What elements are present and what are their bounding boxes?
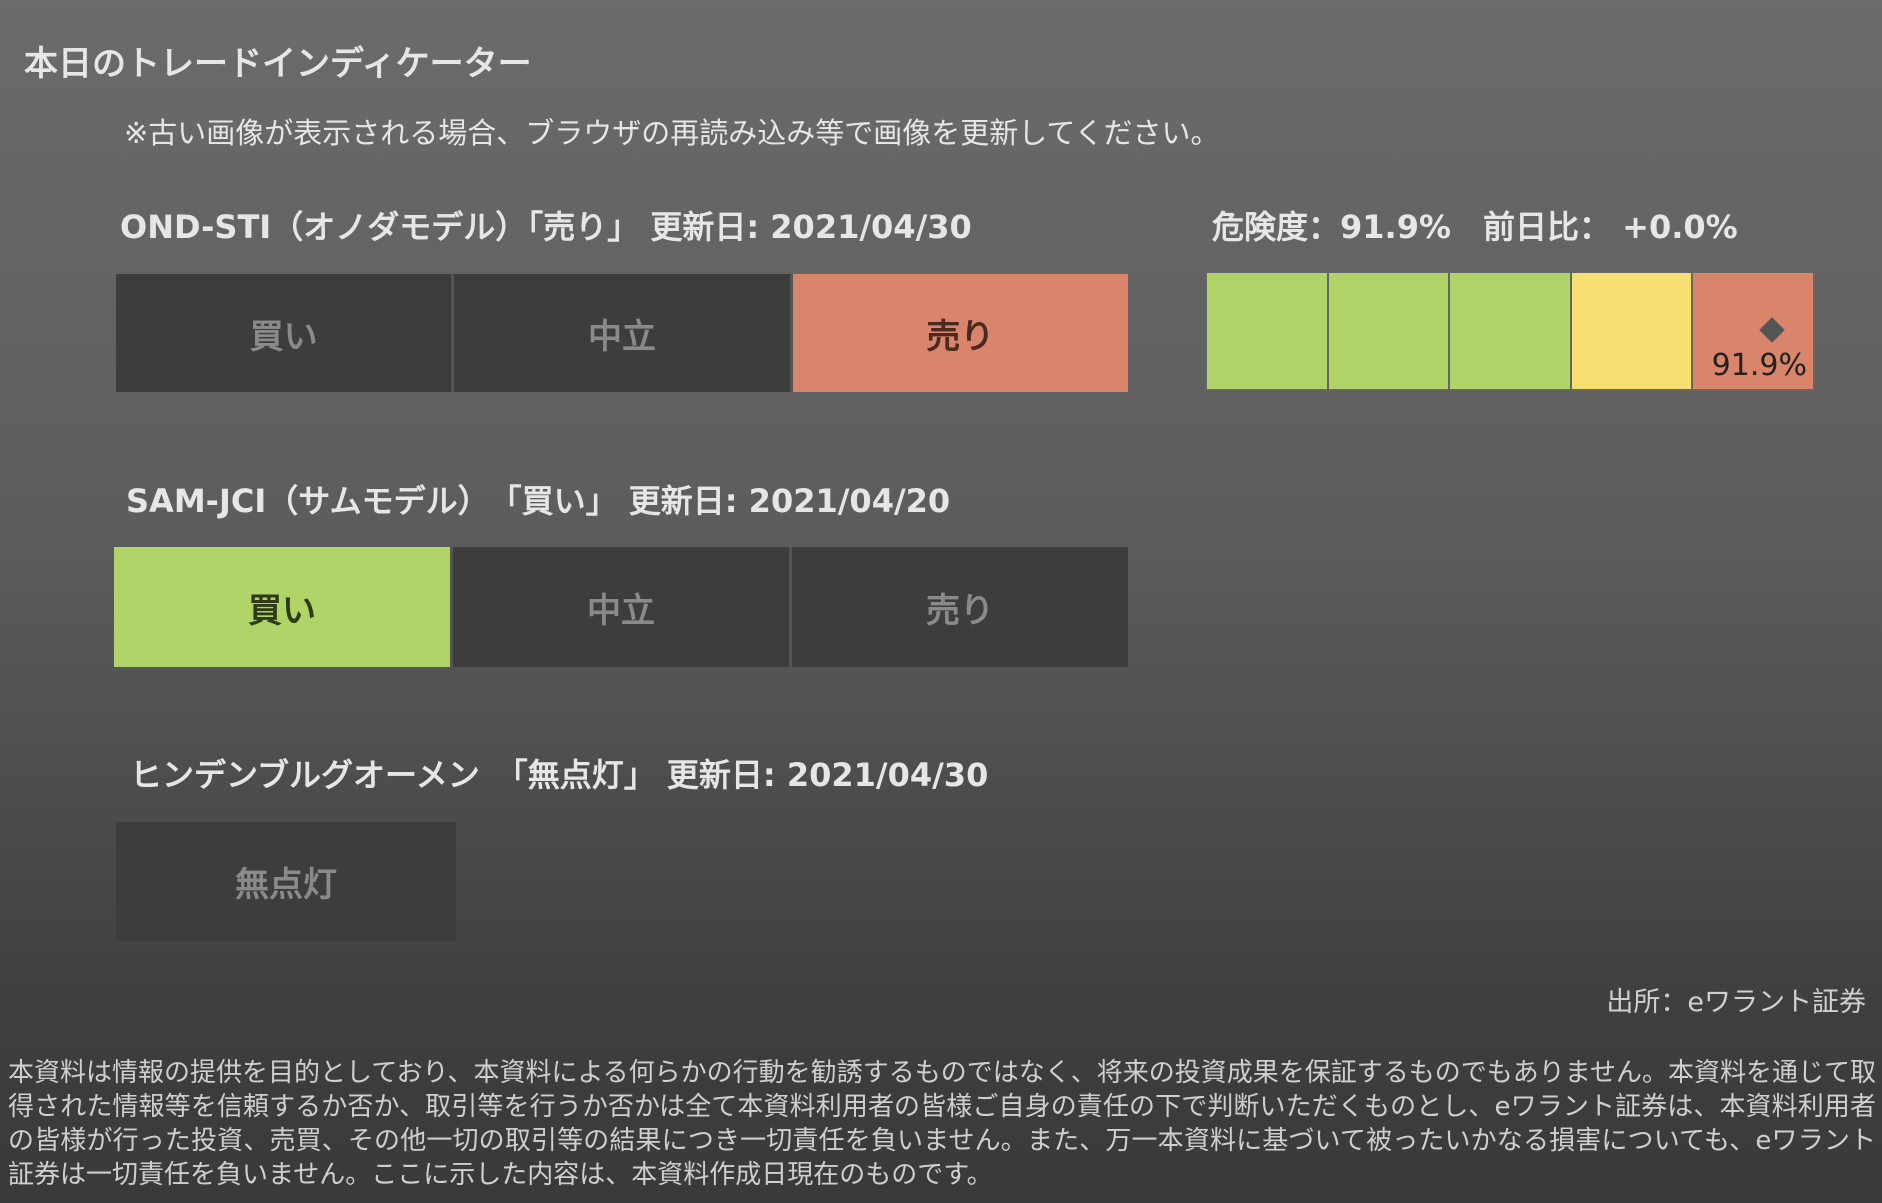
hindenburg-label: ヒンデンブルグオーメン 「無点灯」 更新日: 2021/04/30 [130,756,989,794]
gauge-segment-2 [1328,273,1451,389]
gauge-segment-4 [1571,273,1694,389]
ond-sti-label: OND-STI（オノダモデル）「売り」 更新日: 2021/04/30 [120,208,972,246]
ond-neutral-segment: 中立 [454,274,793,392]
ond-sti-indicator: 買い 中立 売り [116,274,1128,392]
gauge-segment-5: 91.9% [1693,273,1813,389]
sam-neutral-segment: 中立 [453,547,792,667]
sam-sell-segment: 売り [792,547,1128,667]
risk-marker-icon [1759,317,1786,343]
risk-label: 危険度：91.9% 前日比： +0.0% [1212,208,1738,246]
sam-jci-indicator: 買い 中立 売り [114,547,1128,667]
gauge-segment-3 [1450,273,1572,389]
gauge-segment-1 [1207,273,1329,389]
refresh-note: ※古い画像が表示される場合、ブラウザの再読み込み等で画像を更新してください。 [124,116,1220,150]
sam-buy-segment: 買い [114,547,453,667]
ond-buy-segment: 買い [116,274,455,392]
risk-gauge: 91.9% [1205,271,1815,391]
disclaimer: 本資料は情報の提供を目的としており、本資料による何らかの行動を勧誘するものではな… [8,1058,1877,1190]
source-credit: 出所：eワラント証券 [1606,987,1866,1018]
ond-sell-segment: 売り [792,274,1128,392]
sam-jci-label: SAM-JCI（サムモデル） 「買い」 更新日: 2021/04/20 [126,482,951,520]
hindenburg-indicator: 無点灯 [116,822,456,941]
page-title: 本日のトレードインディケーター [24,44,532,84]
risk-marker-value: 91.9% [1711,348,1807,383]
hindenburg-off-segment: 無点灯 [116,822,456,941]
